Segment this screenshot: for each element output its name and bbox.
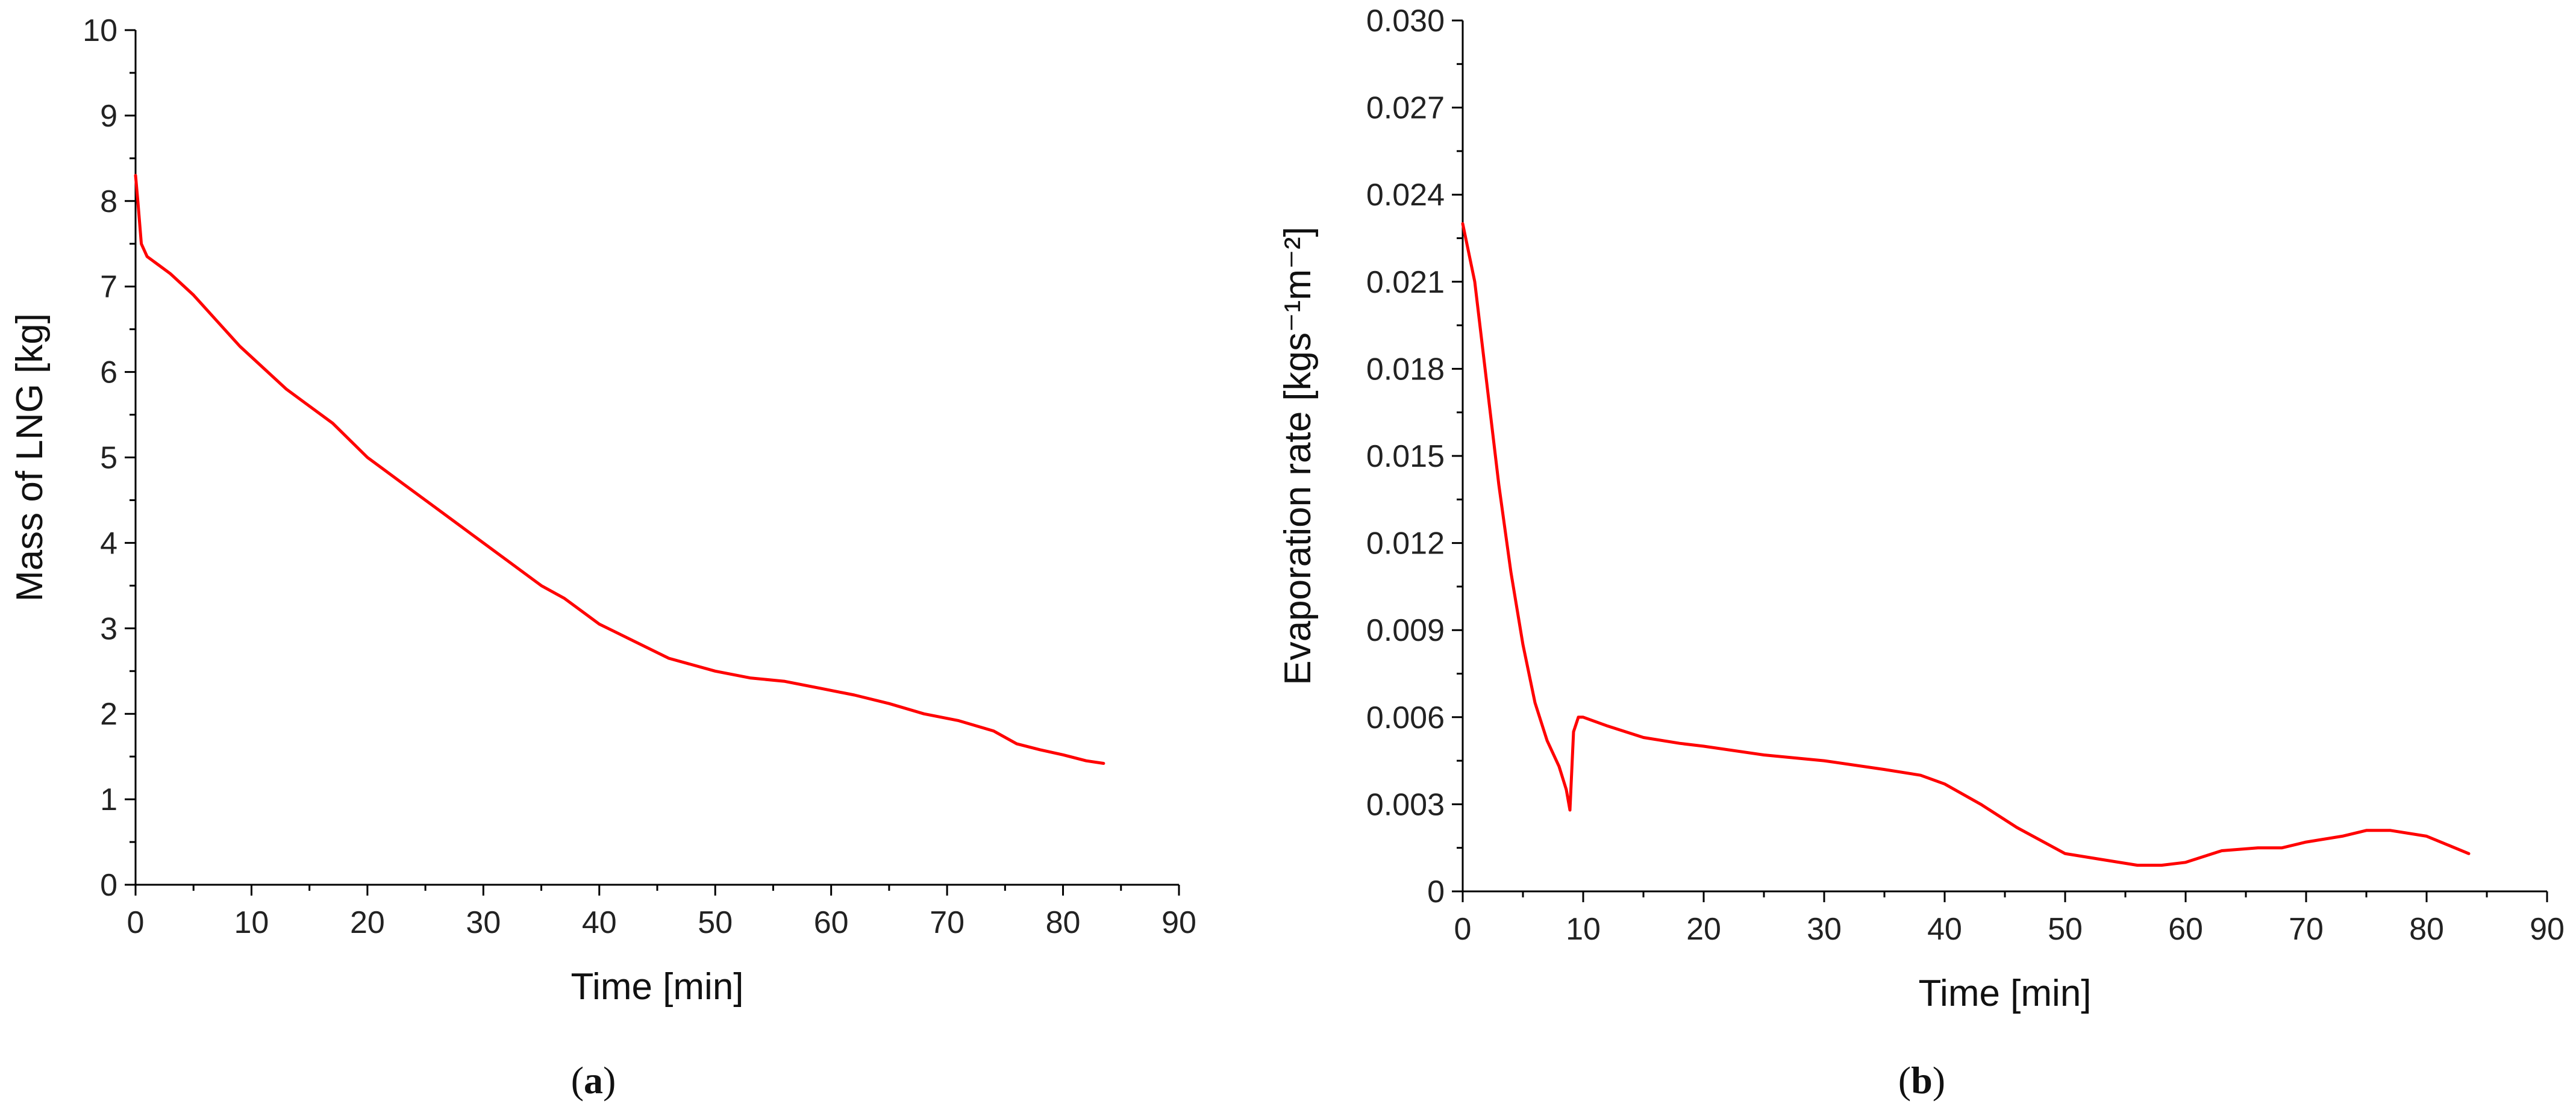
x-axis-title: Time [min] [1918, 973, 2091, 1014]
y-axis-title: Mass of LNG [kg] [9, 313, 51, 602]
y-tick-label: 0.003 [1366, 787, 1445, 822]
x-tick-label: 30 [466, 905, 501, 940]
y-tick-label: 0.030 [1366, 4, 1445, 39]
x-tick-label: 90 [2530, 912, 2565, 947]
series-line [134, 173, 1105, 765]
y-tick-label: 0.024 [1366, 178, 1445, 213]
y-tick-label: 0 [100, 868, 117, 903]
x-tick-label: 60 [2168, 912, 2203, 947]
y-tick-label: 0.015 [1366, 439, 1445, 474]
y-tick-label: 5 [100, 441, 117, 476]
y-tick-label: 2 [100, 697, 117, 732]
x-tick-label: 0 [1454, 912, 1472, 947]
y-tick-label: 6 [100, 355, 117, 390]
x-tick-label: 80 [2409, 912, 2444, 947]
y-tick-label: 9 [100, 99, 117, 134]
x-tick-label: 10 [234, 905, 269, 940]
y-tick-label: 0.021 [1366, 265, 1445, 300]
x-tick-label: 40 [582, 905, 617, 940]
x-tick-label: 50 [2048, 912, 2083, 947]
chart-panel-b: 0 10 20 30 40 50 60 70 80 90 0 0.003 0.006 0.009 0.012… [1277, 4, 2565, 1102]
y-tick-label: 4 [100, 526, 117, 561]
x-axis-title: Time [min] [571, 966, 743, 1008]
x-tick-label: 70 [2289, 912, 2324, 947]
x-tick-label: 10 [1566, 912, 1601, 947]
x-tick-label: 40 [1927, 912, 1962, 947]
series-line [1461, 222, 2471, 867]
y-tick-label: 0.012 [1366, 526, 1445, 561]
y-tick-label: 3 [100, 611, 117, 646]
x-tick-label: 20 [1686, 912, 1721, 947]
y-tick-label: 0 [1427, 875, 1445, 909]
x-tick-label: 30 [1807, 912, 1842, 947]
x-tick-label: 60 [814, 905, 849, 940]
chart-panel-a: 0 10 20 30 40 50 60 70 80 90 0 1 2 3 4 5 6 7 8 9 10 Time [min… [9, 13, 1196, 1102]
x-tick-label: 50 [698, 905, 733, 940]
y-tick-label: 0.006 [1366, 700, 1445, 735]
x-tick-label: 70 [930, 905, 964, 940]
x-tick-label: 20 [350, 905, 385, 940]
y-tick-label: 0.018 [1366, 352, 1445, 387]
y-tick-label: 10 [83, 13, 117, 48]
y-tick-label: 0.027 [1366, 91, 1445, 126]
y-tick-label: 0.009 [1366, 613, 1445, 648]
y-tick-label: 7 [100, 270, 117, 305]
y-axis-title: Evaporation rate [kgs⁻¹m⁻²] [1277, 226, 1319, 685]
y-tick-label: 1 [100, 782, 117, 817]
y-tick-label: 8 [100, 184, 117, 219]
panel-label: (b) [1898, 1059, 1945, 1102]
x-tick-label: 90 [1161, 905, 1196, 940]
x-tick-label: 0 [127, 905, 145, 940]
panel-label: (a) [571, 1059, 616, 1102]
x-tick-label: 80 [1046, 905, 1081, 940]
